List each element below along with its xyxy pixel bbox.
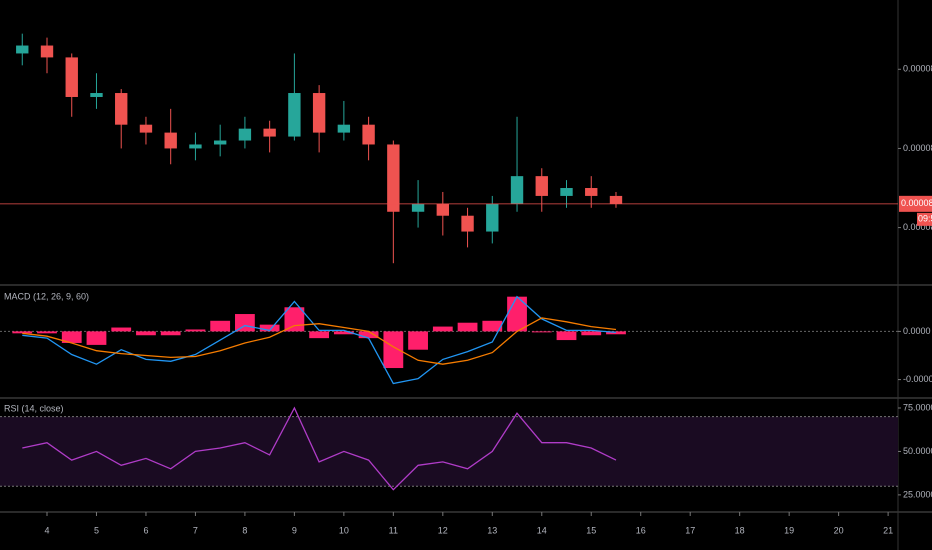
x-tick-label: 6 (143, 525, 148, 535)
candle-body (115, 93, 128, 125)
histogram-bar (408, 331, 428, 350)
candle-body (337, 124, 351, 133)
candle-body (312, 93, 326, 133)
histogram-bar (235, 314, 255, 332)
y-tick-label: 0.0000 (903, 326, 931, 336)
histogram-bar (284, 307, 305, 332)
candle-body (486, 203, 499, 232)
histogram-bar (457, 322, 478, 332)
x-tick-label: 10 (339, 525, 349, 535)
x-tick-label: 14 (537, 525, 547, 535)
candle-body (90, 93, 103, 97)
histogram-bar (61, 331, 82, 343)
histogram-bar (556, 331, 577, 341)
candle-body (189, 144, 202, 149)
histogram-bar (482, 320, 503, 332)
candle-body (65, 57, 78, 97)
x-tick-label: 20 (834, 525, 844, 535)
candle-body (139, 124, 153, 133)
signal-line (22, 317, 617, 365)
y-tick-label: 0.0000840 (903, 222, 932, 232)
candle-body (16, 45, 29, 54)
candle-body (263, 128, 276, 137)
y-tick-label: 50.0000 (903, 446, 932, 456)
x-tick-label: 13 (487, 525, 497, 535)
candle-body (238, 128, 252, 141)
y-tick-label: 0.0000860 (903, 143, 932, 153)
y-tick-label: 25.0000 (903, 489, 932, 499)
histogram-bar (210, 320, 231, 332)
countdown-box (917, 212, 932, 226)
candle-body (362, 124, 375, 145)
histogram-bar (432, 326, 453, 332)
candle-body (213, 140, 227, 145)
y-tick-label: 0.0000880 (903, 64, 932, 74)
x-tick-label: 7 (193, 525, 198, 535)
x-tick-label: 16 (636, 525, 646, 535)
candle-body (164, 132, 177, 149)
x-tick-label: 19 (784, 525, 794, 535)
candle-body (40, 45, 54, 58)
histogram-bar (383, 331, 404, 369)
x-tick-label: 21 (883, 525, 893, 535)
x-tick-label: 15 (586, 525, 596, 535)
x-tick-label: 9 (292, 525, 297, 535)
rsi-band-fill (0, 416, 898, 487)
histogram-bar (581, 331, 602, 336)
histogram-bar (606, 331, 626, 335)
histogram-bar (37, 331, 57, 334)
candle-body (436, 203, 449, 216)
x-tick-label: 11 (389, 525, 398, 535)
last-price-box (899, 195, 932, 212)
y-tick-label: -0.0000 (903, 374, 932, 384)
rsi-line (22, 406, 617, 491)
candle-body (411, 203, 425, 212)
candle-body (585, 188, 598, 196)
y-tick-label: 75.0000 (903, 402, 932, 412)
pane-title: RSI (14, close) (4, 403, 64, 413)
histogram-bar (136, 331, 156, 336)
candle-body (387, 144, 400, 212)
countdown: 09:56 (918, 214, 932, 224)
x-tick-label: 8 (242, 525, 247, 535)
histogram-bar (531, 331, 552, 333)
last-price-label: 0.0000846 (901, 198, 932, 208)
x-tick-label: 17 (685, 525, 695, 535)
histogram-bar (507, 296, 527, 332)
x-tick-label: 18 (735, 525, 745, 535)
histogram-bar (309, 331, 330, 339)
histogram-bar (111, 327, 132, 332)
x-tick-label: 5 (94, 525, 99, 535)
macd-line (22, 295, 617, 385)
x-tick-label: 12 (438, 525, 448, 535)
histogram-bar (160, 331, 181, 336)
histogram-bar (259, 324, 280, 332)
candle-body (609, 195, 623, 204)
histogram-bar (86, 331, 107, 345)
histogram-bar (333, 331, 354, 335)
histogram-bar (185, 329, 206, 332)
candle-body (461, 215, 474, 232)
candle-body (560, 188, 573, 196)
x-tick-label: 4 (44, 525, 49, 535)
candle-body (510, 176, 524, 204)
histogram-bar (12, 331, 33, 334)
pane-title: MACD (12, 26, 9, 60) (4, 291, 89, 301)
candle-body (288, 93, 301, 137)
candle-body (535, 176, 548, 196)
histogram-bar (358, 331, 379, 339)
